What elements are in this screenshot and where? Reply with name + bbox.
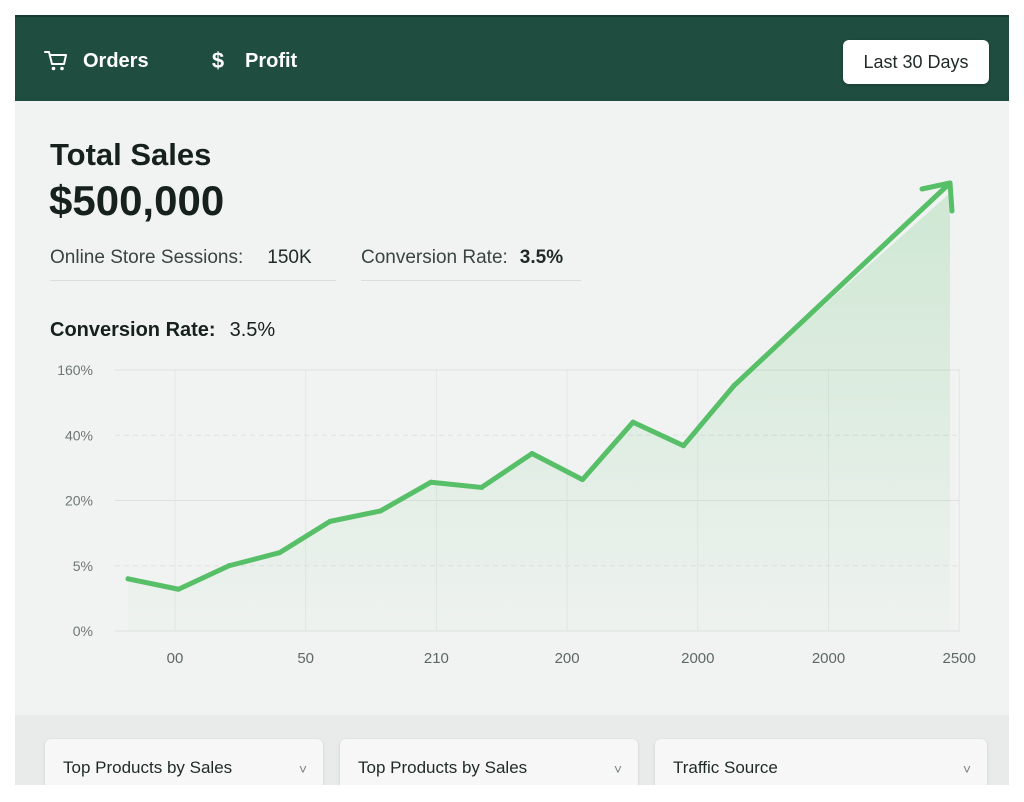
sessions-label: Online Store Sessions: bbox=[50, 247, 244, 268]
y-tick-label: 0% bbox=[73, 623, 93, 639]
data-point bbox=[327, 518, 333, 524]
page-title: Total Sales bbox=[50, 137, 212, 172]
data-point bbox=[479, 484, 484, 490]
trend-arrow-head-icon bbox=[919, 180, 955, 214]
data-point bbox=[529, 451, 535, 457]
y-tick-label: 40% bbox=[65, 427, 93, 443]
y-tick-label: 20% bbox=[65, 493, 93, 509]
card-title: Top Products by Sales bbox=[358, 758, 528, 777]
x-tick-label: 210 bbox=[424, 650, 449, 667]
x-tick-label: 200 bbox=[555, 650, 580, 667]
data-point bbox=[277, 550, 282, 556]
chart-heading-value: 3.5% bbox=[229, 319, 276, 341]
top-products-card[interactable]: Top Products by Sales ˅ bbox=[45, 739, 323, 785]
nav-orders[interactable]: Orders bbox=[43, 49, 149, 73]
sessions-stat: Online Store Sessions: 150K bbox=[50, 247, 336, 281]
x-tick-label: 2000 bbox=[681, 650, 714, 667]
dashboard-frame: Orders $ Profit Last 30 Days Total Sales… bbox=[15, 15, 1009, 785]
chart-heading: Conversion Rate: 3.5% bbox=[50, 319, 275, 342]
data-point bbox=[630, 419, 636, 425]
card-title: Traffic Source bbox=[673, 758, 778, 777]
x-tick-label: 50 bbox=[297, 650, 314, 667]
dollar-icon: $ bbox=[211, 48, 225, 73]
card-title: Top Products by Sales bbox=[63, 758, 233, 777]
nav-profit[interactable]: $ Profit bbox=[205, 48, 298, 73]
total-sales-value: $500,000 bbox=[49, 177, 225, 224]
data-point bbox=[226, 563, 232, 569]
nav-profit-label: Profit bbox=[245, 49, 298, 72]
data-point bbox=[378, 508, 383, 514]
x-tick-label: 2000 bbox=[812, 650, 845, 667]
traffic-source-card[interactable]: Traffic Source ˅ bbox=[655, 739, 987, 785]
data-point bbox=[681, 443, 686, 449]
conversion-label: Conversion Rate: bbox=[361, 247, 508, 268]
data-point bbox=[125, 576, 131, 582]
cart-icon bbox=[43, 49, 69, 73]
trend-arrow-shaft bbox=[731, 180, 953, 389]
top-nav-bar: Orders $ Profit Last 30 Days bbox=[15, 15, 1009, 101]
date-range-button[interactable]: Last 30 Days bbox=[843, 40, 989, 84]
data-point bbox=[580, 477, 585, 483]
y-tick-label: 5% bbox=[73, 558, 93, 574]
chevron-down-icon[interactable]: ˅ bbox=[298, 761, 307, 777]
nav-orders-label: Orders bbox=[83, 49, 149, 72]
x-tick-label: 2500 bbox=[943, 650, 976, 667]
data-point bbox=[176, 586, 181, 592]
y-tick-label: 160% bbox=[57, 362, 93, 378]
chart-heading-label: Conversion Rate: bbox=[50, 319, 216, 341]
data-point bbox=[428, 479, 434, 485]
conversion-value: 3.5% bbox=[519, 247, 564, 268]
sessions-value: 150K bbox=[267, 247, 312, 268]
chevron-down-icon[interactable]: ˅ bbox=[962, 761, 971, 777]
conversion-stat: Conversion Rate: 3.5% bbox=[361, 247, 581, 281]
conversion-line-chart: 160% 40% 20% 5% 0% 00 50 210 200 2000 2000 2500 bbox=[57, 180, 976, 667]
top-products-card-2[interactable]: Top Products by Sales ˅ bbox=[340, 739, 638, 785]
chevron-down-icon[interactable]: ˅ bbox=[613, 761, 622, 777]
x-tick-label: 00 bbox=[167, 650, 184, 667]
